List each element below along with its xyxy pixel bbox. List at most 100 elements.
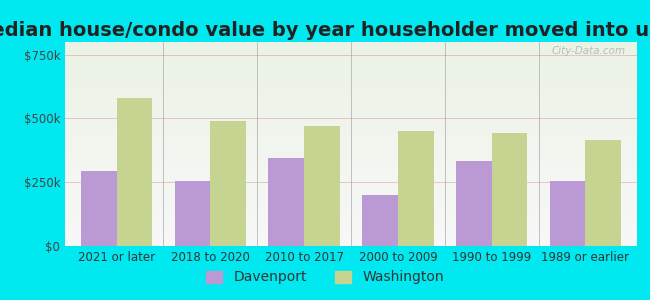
Bar — [65, 103, 637, 105]
Bar — [65, 67, 637, 68]
Bar — [65, 154, 637, 156]
Bar — [116, 98, 152, 246]
Bar — [65, 156, 637, 158]
Bar — [65, 230, 637, 232]
Legend: Davenport, Washington: Davenport, Washington — [200, 265, 450, 290]
Bar — [65, 148, 637, 150]
Bar — [65, 224, 637, 226]
Bar — [65, 195, 637, 197]
Bar — [398, 131, 434, 246]
Bar — [65, 87, 637, 89]
Bar — [65, 162, 637, 164]
Bar — [65, 58, 637, 60]
Bar — [65, 158, 637, 160]
Bar — [65, 130, 637, 132]
Bar — [65, 205, 637, 207]
Bar — [65, 236, 637, 238]
Bar — [65, 136, 637, 138]
Bar — [65, 150, 637, 152]
Bar — [65, 197, 637, 199]
Bar — [65, 164, 637, 166]
Bar — [65, 73, 637, 75]
Bar — [65, 46, 637, 48]
Bar — [65, 52, 637, 54]
Bar — [65, 238, 637, 240]
Bar — [65, 124, 637, 126]
Bar — [65, 60, 637, 62]
Bar — [65, 75, 637, 77]
Bar — [65, 113, 637, 116]
Bar — [65, 203, 637, 205]
Bar — [65, 167, 637, 169]
Bar — [65, 181, 637, 183]
Bar — [65, 99, 637, 101]
Bar — [65, 91, 637, 93]
Bar — [65, 44, 637, 46]
Bar — [65, 209, 637, 211]
Bar — [65, 93, 637, 95]
Bar — [65, 126, 637, 128]
Bar — [65, 226, 637, 228]
Bar — [65, 134, 637, 136]
Bar — [586, 140, 621, 246]
Bar — [65, 142, 637, 144]
Bar — [65, 213, 637, 215]
Bar — [65, 42, 637, 44]
Bar — [65, 242, 637, 244]
Bar — [65, 56, 637, 58]
Bar — [65, 118, 637, 119]
Bar — [65, 107, 637, 109]
Bar — [65, 54, 637, 56]
Bar — [65, 132, 637, 134]
Bar — [456, 160, 491, 246]
Bar — [65, 160, 637, 162]
Bar — [65, 89, 637, 91]
Bar — [65, 101, 637, 103]
Bar — [65, 169, 637, 170]
Bar — [65, 97, 637, 99]
Bar — [65, 175, 637, 177]
Bar — [362, 195, 398, 246]
Bar — [491, 133, 527, 246]
Bar — [65, 170, 637, 172]
Bar — [65, 48, 637, 50]
Bar — [65, 83, 637, 85]
Bar — [65, 183, 637, 185]
Bar — [65, 193, 637, 195]
Bar — [175, 181, 211, 246]
Bar — [65, 234, 637, 236]
Bar — [65, 138, 637, 140]
Bar — [65, 152, 637, 154]
Bar — [65, 64, 637, 67]
Bar — [65, 220, 637, 221]
Bar — [65, 172, 637, 175]
Bar — [268, 158, 304, 246]
Bar — [65, 128, 637, 130]
Bar — [65, 144, 637, 146]
Text: City-Data.com: City-Data.com — [551, 46, 625, 56]
Bar — [65, 111, 637, 113]
Bar — [65, 189, 637, 191]
Bar — [304, 126, 340, 246]
Bar — [65, 79, 637, 81]
Bar — [65, 185, 637, 187]
Bar — [81, 171, 116, 246]
Bar — [65, 191, 637, 193]
Bar — [65, 77, 637, 79]
Bar — [65, 199, 637, 201]
Bar — [65, 140, 637, 142]
Bar — [65, 187, 637, 189]
Bar — [65, 105, 637, 107]
Bar — [65, 50, 637, 52]
Bar — [65, 244, 637, 246]
Bar — [65, 228, 637, 230]
Bar — [65, 95, 637, 97]
Bar — [65, 211, 637, 213]
Bar — [65, 240, 637, 242]
Bar — [65, 179, 637, 181]
Bar — [65, 221, 637, 224]
Bar — [65, 215, 637, 217]
Bar — [65, 201, 637, 203]
Bar — [65, 85, 637, 87]
Bar — [550, 181, 586, 246]
